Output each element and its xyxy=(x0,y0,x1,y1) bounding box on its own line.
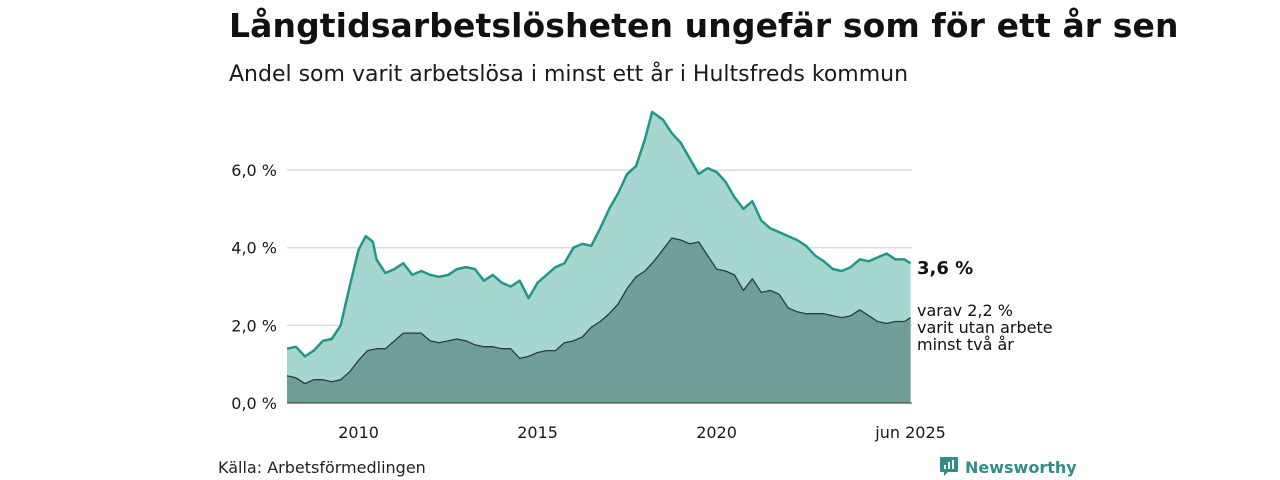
two-year-series-line xyxy=(286,237,911,385)
x-tick-label: 2015 xyxy=(517,423,558,442)
two-year-end-label-line2: varit utan arbete xyxy=(917,318,1053,337)
two-year-series-area xyxy=(287,238,911,403)
two-year-end-label-line1: varav 2,2 % xyxy=(917,301,1013,320)
brand-logo[interactable]: Newsworthy xyxy=(939,456,1077,478)
y-tick-label: 2,0 % xyxy=(231,316,277,335)
chart-areas xyxy=(286,110,912,404)
x-tick-label: 2010 xyxy=(338,423,379,442)
brand-name: Newsworthy xyxy=(965,457,1077,477)
total-series-line xyxy=(286,110,912,358)
end-labels: 3,6 % varav 2,2 % varit utan arbete mins… xyxy=(917,258,1053,354)
chart-subtitle: Andel som varit arbetslösa i minst ett å… xyxy=(229,62,909,87)
axis-labels: 0,0 % 2,0 % 4,0 % 6,0 % 2010 2015 2020 jun 2025 xyxy=(231,161,946,442)
chart-title: Långtidsarbetslösheten ungefär som för e… xyxy=(229,6,1179,45)
x-tick-label: 2020 xyxy=(696,423,737,442)
total-end-label: 3,6 % xyxy=(917,258,973,279)
y-tick-label: 0,0 % xyxy=(231,394,277,413)
y-tick-label: 6,0 % xyxy=(231,161,277,180)
y-tick-label: 4,0 % xyxy=(231,239,277,258)
newsworthy-logo-icon xyxy=(940,457,958,476)
x-tick-label: jun 2025 xyxy=(874,423,946,442)
two-year-end-label-line3: minst två år xyxy=(917,335,1014,354)
source-note: Källa: Arbetsförmedlingen xyxy=(218,458,426,477)
